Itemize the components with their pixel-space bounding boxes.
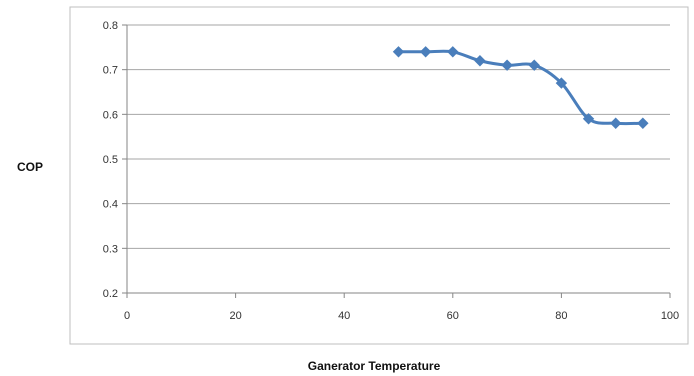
- x-tick-label: 20: [229, 310, 241, 322]
- data-point-marker: [528, 59, 540, 71]
- data-point-marker: [419, 46, 432, 58]
- data-point-marker: [555, 77, 568, 89]
- y-tick-label: 0.6: [103, 109, 118, 121]
- x-tick-label: 60: [447, 310, 459, 322]
- x-tick-label: 0: [124, 310, 130, 322]
- data-point-marker: [474, 55, 486, 67]
- y-tick-labels: 0.2 0.3 0.4 0.5 0.6 0.7 0.8: [103, 20, 118, 300]
- data-point-marker: [447, 46, 459, 58]
- data-point-marker: [609, 117, 622, 129]
- x-tick-label: 100: [661, 310, 679, 322]
- plot-frame: [122, 24, 671, 298]
- series-line: [397, 49, 645, 126]
- data-point-marker: [501, 59, 513, 71]
- data-point-marker: [582, 113, 595, 125]
- series-layer: [392, 46, 649, 129]
- chart-area-border: [69, 6, 689, 345]
- y-tick-label: 0.2: [103, 288, 118, 300]
- data-point-marker: [637, 117, 649, 129]
- y-tick-label: 0.4: [103, 199, 118, 211]
- x-tick-label: 40: [338, 310, 350, 322]
- x-tick-label: 80: [555, 310, 567, 322]
- y-tick-label: 0.3: [103, 243, 118, 255]
- y-tick-label: 0.5: [103, 154, 118, 166]
- y-tick-label: 0.8: [103, 20, 118, 32]
- y-axis-title: COP: [17, 160, 43, 174]
- x-axis-title: Ganerator Temperature: [308, 359, 441, 373]
- y-tick-label: 0.7: [103, 65, 118, 77]
- x-tick-labels: 0 20 40 60 80 100: [124, 310, 679, 322]
- data-point-marker: [392, 46, 405, 58]
